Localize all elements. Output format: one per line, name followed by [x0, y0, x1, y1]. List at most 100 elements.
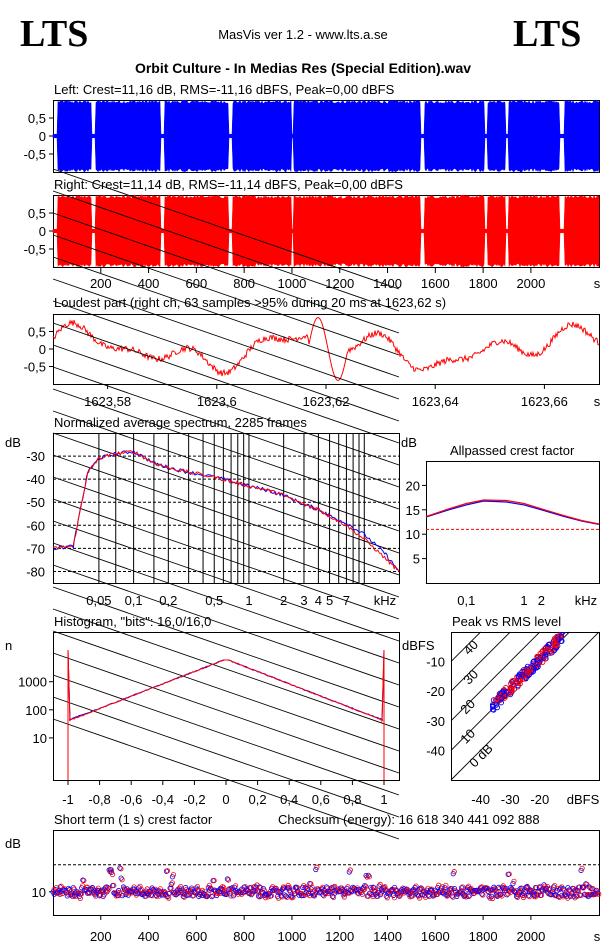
short-crest-right-point: [505, 891, 511, 897]
crest-ylabel: dB: [401, 435, 417, 450]
spectrum-xtick-label: 0,5: [205, 593, 223, 608]
short-crest-ytick-label: 10: [32, 885, 46, 900]
spectrum-ylabel: dB: [5, 435, 21, 450]
short-crest-right-point: [111, 882, 117, 889]
loudest-xtick-label: 1623,66: [521, 394, 568, 409]
histogram-ytick-label: 10: [33, 731, 47, 746]
short-crest-right-point: [330, 894, 337, 901]
spectrum-slope-line: [52, 278, 400, 400]
peak-rms-point: [552, 639, 558, 646]
short-crest-xtick-label: 1800: [469, 929, 498, 944]
peak-rms-diagonal: [450, 631, 511, 692]
short-crest-xtick-label: 2000: [516, 929, 545, 944]
histogram-xtick-label: 0,8: [343, 792, 361, 807]
short-crest-xtick-label: 1400: [373, 929, 402, 944]
spectrum-xtick-label: 0,2: [159, 593, 177, 608]
short-crest-left-point: [362, 882, 368, 889]
peak-rms-point: [548, 646, 554, 653]
time-axis-unit: s: [594, 276, 601, 291]
short-crest-right-point: [460, 884, 466, 890]
short-crest-right-point: [314, 864, 320, 870]
peak-rms-point: [530, 659, 536, 665]
short-crest-right-point: [119, 877, 125, 883]
short-crest-left-point: [429, 887, 435, 894]
spectrum-xtick-label: 2: [280, 593, 287, 608]
loudest-xtick-label: 1623,64: [412, 394, 459, 409]
short-crest-left-point: [329, 893, 336, 899]
short-crest-right-point: [108, 867, 114, 873]
histogram-xtick-label: -1: [62, 792, 74, 807]
short-crest-right-point: [170, 872, 177, 878]
spectrum-slope-line: [52, 564, 400, 686]
peak-rms-xlabel: dBFS: [567, 792, 600, 807]
spectrum-slope-line: [52, 410, 400, 532]
short-crest-right-point: [109, 871, 116, 878]
peak-rms-point: [534, 653, 540, 660]
short-crest-right-point: [149, 893, 155, 899]
spectrum-slope-line: [52, 652, 400, 774]
short-crest-right-point: [551, 882, 558, 889]
short-crest-left-point: [224, 876, 231, 882]
short-crest-right-point: [489, 895, 496, 902]
short-crest-right-point: [290, 894, 296, 900]
time-axis-label: 400: [138, 276, 160, 291]
spectrum-slope-line: [52, 498, 400, 620]
histogram-ytick-label: 100: [25, 703, 47, 718]
histogram-xtick-label: -0,6: [120, 792, 142, 807]
loudest-ytick-label: 0: [39, 342, 46, 357]
short-crest-xtick-label: 1000: [277, 929, 306, 944]
left-waveform-ytick-label: 0,5: [28, 111, 46, 126]
short-crest-right-point: [167, 890, 173, 896]
time-axis-label: 1800: [469, 276, 498, 291]
histogram-ytick-label: 1000: [18, 675, 47, 690]
crest-ytick-label: 15: [406, 503, 420, 518]
loudest-ytick-label: -0,5: [24, 360, 46, 375]
short-crest-right-point: [375, 893, 381, 899]
short-crest-right-point: [309, 884, 315, 890]
short-crest-right-point: [341, 894, 347, 900]
histogram-xtick-label: 0: [222, 792, 229, 807]
short-crest-xtick-label: 400: [138, 929, 160, 944]
spectrum-ytick-label: -30: [26, 449, 45, 464]
short-crest-right-point: [286, 884, 292, 890]
crest-xunit: kHz: [575, 593, 597, 608]
short-crest-xtick-label: 200: [90, 929, 112, 944]
short-crest-left-point: [248, 892, 254, 898]
peak-rms-point: [510, 680, 516, 687]
short-crest-right-point: [328, 890, 334, 896]
peak-rms-point: [519, 672, 525, 678]
short-crest-right-point: [596, 891, 602, 897]
spectrum-slope-line: [52, 190, 400, 312]
short-crest-right-point: [579, 865, 585, 871]
short-crest-right-point: [497, 886, 503, 892]
peak-rms-point: [547, 650, 554, 656]
short-crest-left-point: [70, 885, 76, 891]
peak-rms-ytick-label: -40: [426, 743, 445, 758]
spectrum-slope-line: [52, 542, 400, 664]
spectrum-slope-line: [52, 432, 400, 554]
short-crest-right-point: [157, 886, 163, 892]
short-crest-left-point: [524, 884, 530, 890]
short-crest-left-point: [466, 893, 472, 900]
histogram-title: Histogram, "bits": 16,0/16,0: [54, 614, 212, 629]
spectrum-slope-line: [52, 168, 400, 290]
short-crest-right-point: [184, 886, 190, 892]
peak-rms-point: [559, 638, 565, 644]
peak-rms-diagonal: [450, 631, 481, 662]
short-crest-left-point: [594, 887, 600, 894]
short-crest-right-point: [120, 891, 126, 897]
spectrum-slope-line: [52, 300, 400, 422]
short-crest-left-point: [161, 888, 167, 894]
spectrum-title: Normalized average spectrum, 2285 frames: [54, 415, 307, 430]
file-title: Orbit Culture - In Medias Res (Special E…: [134, 60, 472, 76]
short-crest-left-point: [223, 891, 229, 897]
time-axis-label: 1200: [325, 276, 354, 291]
spectrum-xunit: kHz: [374, 593, 396, 608]
short-crest-left-point: [474, 887, 480, 893]
short-crest-left-point: [531, 892, 538, 899]
spectrum-ytick-label: -70: [26, 541, 45, 556]
short-crest-xtick-label: 800: [233, 929, 255, 944]
short-crest-right-point: [347, 867, 353, 873]
short-crest-left-point: [499, 884, 505, 890]
short-crest-right-point: [93, 893, 99, 899]
